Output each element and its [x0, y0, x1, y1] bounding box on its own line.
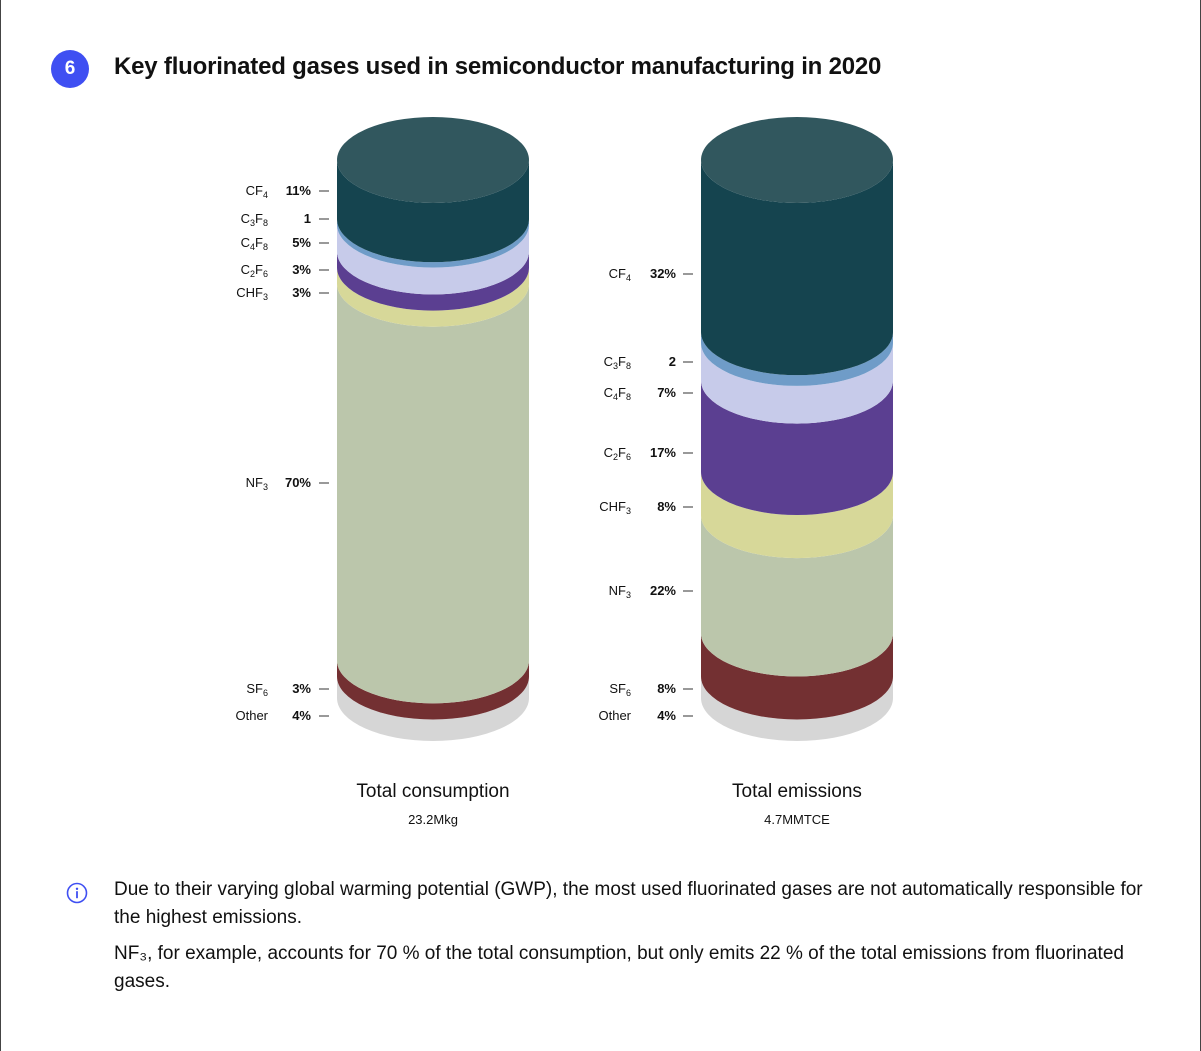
- label-other-value: 4%: [657, 708, 676, 723]
- segment-other: [701, 676, 893, 741]
- label-c4f8-value: 7%: [657, 385, 676, 400]
- segment-c4f8: [337, 224, 529, 295]
- label-c3f8-value: 1: [304, 211, 311, 226]
- label-sf6-name: SF6: [246, 681, 268, 698]
- label-nf3-value: 70%: [285, 475, 311, 490]
- label-cf4-name: CF4: [246, 183, 268, 200]
- label-c4f8-value: 5%: [292, 235, 311, 250]
- label-chf3-value: 3%: [292, 285, 311, 300]
- cylinder-total-consumption: CF4 11% C3F8 1 C4F8 5% C2F6 3% CHF3 3% NF3 70% SF6 3%…: [235, 117, 529, 827]
- label-c2f6-name: C2F6: [241, 262, 268, 279]
- cylinder-top-cap: [337, 117, 529, 203]
- figure-number-badge: 6: [51, 50, 89, 88]
- label-nf3-name: NF3: [246, 475, 268, 492]
- label-chf3-name: CHF3: [236, 285, 268, 302]
- cylinder-chart: CF4 11% C3F8 1 C4F8 5% C2F6 3% CHF3 3% NF3 70% SF6 3%…: [235, 117, 893, 827]
- segment-c2f6: [701, 380, 893, 516]
- label-cf4-value: 32%: [650, 266, 676, 281]
- segment-cf4: [337, 160, 529, 263]
- segment-nf3: [337, 283, 529, 704]
- label-nf3-value: 22%: [650, 583, 676, 598]
- cylinder-subtitle: 23.2Mkg: [408, 812, 458, 827]
- label-other-name: Other: [598, 708, 631, 723]
- label-c2f6-value: 3%: [292, 262, 311, 277]
- label-sf6-value: 8%: [657, 681, 676, 696]
- segment-nf3: [701, 515, 893, 677]
- label-other-value: 4%: [292, 708, 311, 723]
- figure-title: Key fluorinated gases used in semiconduc…: [114, 53, 882, 80]
- label-c3f8-value: 2: [669, 354, 676, 369]
- label-chf3-name: CHF3: [599, 499, 631, 516]
- label-cf4-name: CF4: [609, 266, 631, 283]
- cylinder-total-emissions: CF4 32% C3F8 2 C4F8 7% C2F6 17% CHF3 8% NF3 22% SF6 8…: [598, 117, 893, 827]
- note-paragraph-2: NF₃, for example, accounts for 70 % of t…: [114, 943, 1124, 992]
- segment-chf3: [337, 267, 529, 327]
- cylinder-title: Total consumption: [356, 781, 509, 802]
- label-chf3-value: 8%: [657, 499, 676, 514]
- label-other-name: Other: [235, 708, 268, 723]
- label-cf4-value: 11%: [286, 183, 312, 198]
- info-icon: [66, 882, 88, 904]
- cylinder-top-cap: [701, 117, 893, 203]
- label-c3f8-name: C3F8: [604, 354, 631, 371]
- label-c4f8-name: C4F8: [604, 385, 631, 402]
- segment-c4f8: [701, 342, 893, 424]
- label-c3f8-name: C3F8: [241, 211, 268, 228]
- label-c2f6-value: 17%: [650, 445, 676, 460]
- frame-left-edge: [0, 0, 1, 1051]
- cylinder-title: Total emissions: [732, 781, 862, 802]
- label-c4f8-name: C4F8: [241, 235, 268, 252]
- segment-c3f8: [701, 332, 893, 386]
- segment-chf3: [701, 472, 893, 559]
- segment-cf4: [701, 160, 893, 376]
- label-nf3-name: NF3: [609, 583, 631, 600]
- segment-sf6: [701, 633, 893, 720]
- label-sf6-name: SF6: [609, 681, 631, 698]
- segment-sf6: [337, 660, 529, 720]
- segment-other: [337, 676, 529, 741]
- label-sf6-value: 3%: [292, 681, 311, 696]
- cylinder-subtitle: 4.7MMTCE: [764, 812, 830, 827]
- segment-c2f6: [337, 251, 529, 311]
- label-c2f6-name: C2F6: [604, 445, 631, 462]
- note-paragraph-1: Due to their varying global warming pote…: [114, 879, 1143, 928]
